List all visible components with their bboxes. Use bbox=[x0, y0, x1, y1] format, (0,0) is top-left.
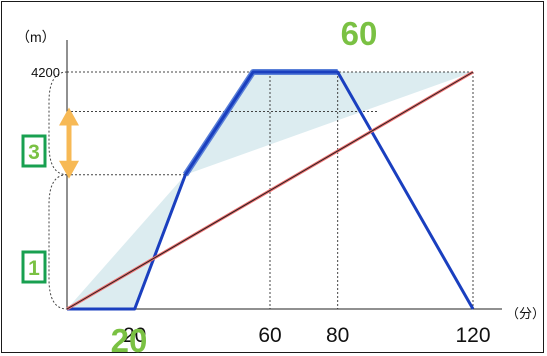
shaded-region-left bbox=[67, 174, 186, 309]
bracket-upper bbox=[48, 71, 68, 176]
ratio-label-upper: 3 bbox=[28, 141, 40, 164]
y-axis-unit: （m） bbox=[16, 29, 56, 45]
x-tick-label: 60 bbox=[258, 324, 281, 347]
bracket-lower bbox=[48, 174, 68, 310]
y-tick-label: 4200 bbox=[31, 65, 60, 80]
x-tick-label: 80 bbox=[326, 324, 349, 347]
series-blue-line bbox=[67, 70, 475, 311]
series-black-thin-line bbox=[66, 71, 474, 310]
ratio-label-lower: 1 bbox=[28, 257, 40, 280]
x-tick-label: 20 bbox=[123, 324, 146, 347]
x-tick-label: 120 bbox=[455, 324, 490, 347]
shaded-region-right bbox=[185, 72, 473, 175]
annotation-top-label: 60 bbox=[341, 15, 378, 52]
x-axis-unit: （分） bbox=[506, 306, 545, 321]
ratio-box-upper bbox=[21, 134, 47, 168]
ratio-box-lower bbox=[21, 250, 47, 284]
double-arrow-icon bbox=[59, 107, 79, 179]
annotation-bottom-label: 20 bbox=[111, 322, 148, 354]
